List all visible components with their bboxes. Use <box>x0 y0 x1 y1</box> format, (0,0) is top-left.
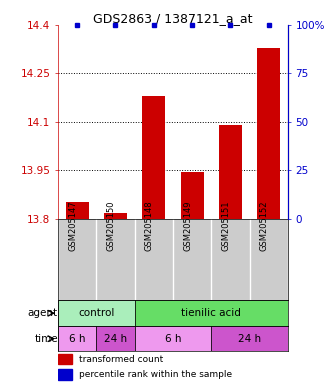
Bar <box>211 326 288 351</box>
Text: agent: agent <box>28 308 58 318</box>
Bar <box>58 326 96 351</box>
Bar <box>96 326 135 351</box>
Bar <box>58 354 72 364</box>
Text: 24 h: 24 h <box>238 334 261 344</box>
Bar <box>135 300 288 326</box>
Text: percentile rank within the sample: percentile rank within the sample <box>79 370 232 379</box>
Bar <box>58 369 72 380</box>
Text: 6 h: 6 h <box>165 334 181 344</box>
Text: control: control <box>78 308 115 318</box>
Text: GSM205147: GSM205147 <box>68 200 77 251</box>
Text: tienilic acid: tienilic acid <box>181 308 241 318</box>
Bar <box>181 172 204 219</box>
Bar <box>257 48 280 219</box>
Bar <box>58 300 135 326</box>
Text: GSM205150: GSM205150 <box>107 200 116 251</box>
Bar <box>135 326 211 351</box>
Bar <box>142 96 165 219</box>
Bar <box>104 213 127 219</box>
Text: transformed count: transformed count <box>79 354 163 364</box>
Text: 6 h: 6 h <box>69 334 85 344</box>
Text: time: time <box>34 334 58 344</box>
Text: GSM205149: GSM205149 <box>183 200 192 251</box>
Title: GDS2863 / 1387121_a_at: GDS2863 / 1387121_a_at <box>93 12 253 25</box>
Text: GSM205148: GSM205148 <box>145 200 154 251</box>
Text: 24 h: 24 h <box>104 334 127 344</box>
Text: GSM205151: GSM205151 <box>221 200 230 251</box>
Text: GSM205152: GSM205152 <box>260 200 269 251</box>
Bar <box>219 125 242 219</box>
Bar <box>66 202 89 219</box>
